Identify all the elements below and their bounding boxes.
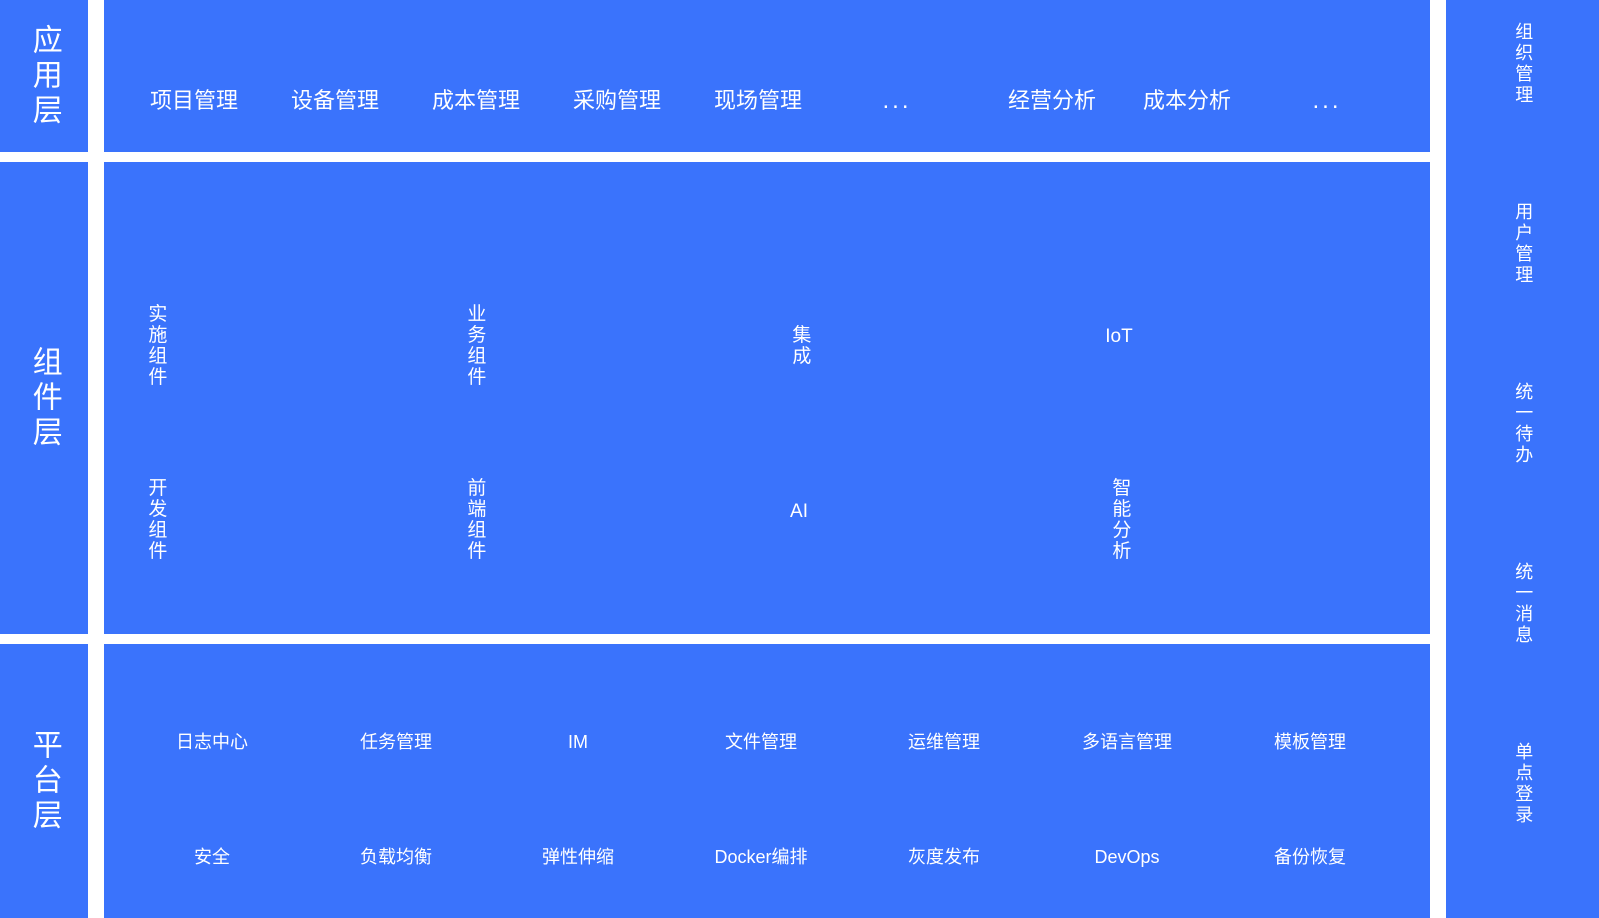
- app-item-现场管理[interactable]: 现场管理: [713, 88, 803, 113]
- service-item-label: 用户管理: [1513, 202, 1534, 286]
- component-item-前端组件[interactable]: 前端组件: [463, 477, 486, 567]
- platform-layer-panel: 日志中心 任务管理 IM 文件管理 运维管理 多语言管理 模板管理安全 负载均衡 弹性伸缩 Doc…: [104, 644, 1430, 918]
- component-item-ai[interactable]: AI: [790, 500, 808, 524]
- cross-cutting-services-list: 组织管理用户管理统一待办统一消息单点登录: [1446, 0, 1599, 918]
- platform-item-模板管理[interactable]: 模板管理: [1274, 732, 1346, 752]
- component-item-label: 集成: [789, 324, 811, 367]
- platform-item-日志中心[interactable]: 日志中心: [176, 732, 248, 752]
- component-layer-items: 实施组件 业务组件 集成 IoT 开发组件 前端组件 AI 智能分析: [104, 162, 1430, 634]
- service-item-label: 统一消息: [1513, 562, 1534, 646]
- component-item-智能分析[interactable]: 智能分析: [1108, 477, 1131, 567]
- app-item-项目管理[interactable]: 项目管理: [149, 88, 239, 113]
- layer-label-platform: 平台层: [0, 644, 88, 918]
- platform-item-备份恢复[interactable]: 备份恢复: [1274, 847, 1346, 867]
- component-item-label: 业务组件: [464, 303, 486, 388]
- component-item-label: 实施组件: [145, 303, 167, 388]
- platform-item-安全[interactable]: 安全: [194, 847, 230, 867]
- app-item-成本分析[interactable]: 成本分析: [1142, 88, 1232, 113]
- platform-item-负载均衡[interactable]: 负载均衡: [360, 847, 432, 867]
- app-item-more-5[interactable]: ...: [882, 87, 912, 114]
- layer-label-application: 应用层: [0, 0, 88, 152]
- service-item-label: 统一待办: [1513, 382, 1534, 466]
- component-item-label: 前端组件: [464, 477, 486, 562]
- component-item-业务组件[interactable]: 业务组件: [463, 303, 486, 393]
- service-item-单点登录[interactable]: 单点登录: [1446, 742, 1599, 826]
- app-item-采购管理[interactable]: 采购管理: [572, 88, 662, 113]
- app-item-成本管理[interactable]: 成本管理: [431, 88, 521, 113]
- platform-item-文件管理[interactable]: 文件管理: [725, 732, 797, 752]
- layer-label-application-text: 应用层: [27, 23, 61, 129]
- component-item-label: AI: [790, 501, 808, 523]
- platform-layer-items: 日志中心 任务管理 IM 文件管理 运维管理 多语言管理 模板管理安全 负载均衡 弹性伸缩 Doc…: [104, 644, 1430, 918]
- service-item-label: 单点登录: [1513, 742, 1534, 826]
- layer-label-component-text: 组件层: [27, 345, 61, 451]
- component-item-label: IoT: [1105, 326, 1133, 348]
- application-layer-items: 项目管理 设备管理 成本管理 采购管理 现场管理... 经营分析 成本分析...: [104, 78, 1430, 124]
- cross-cutting-services-panel: 组织管理用户管理统一待办统一消息单点登录: [1446, 0, 1599, 918]
- platform-item-多语言管理[interactable]: 多语言管理: [1082, 732, 1172, 752]
- platform-item-docker编排[interactable]: Docker编排: [714, 847, 808, 867]
- component-item-label: 开发组件: [145, 477, 167, 562]
- component-item-iot[interactable]: IoT: [1105, 325, 1132, 349]
- service-item-组织管理[interactable]: 组织管理: [1446, 22, 1599, 106]
- platform-item-任务管理[interactable]: 任务管理: [360, 732, 432, 752]
- layer-label-platform-text: 平台层: [27, 728, 61, 834]
- component-layer-panel: 实施组件 业务组件 集成 IoT 开发组件 前端组件 AI 智能分析: [104, 162, 1430, 634]
- platform-item-im[interactable]: IM: [568, 732, 588, 752]
- app-item-设备管理[interactable]: 设备管理: [290, 88, 380, 113]
- component-item-开发组件[interactable]: 开发组件: [144, 477, 167, 567]
- platform-item-弹性伸缩[interactable]: 弹性伸缩: [542, 847, 614, 867]
- service-item-label: 组织管理: [1513, 22, 1534, 106]
- platform-item-运维管理[interactable]: 运维管理: [908, 732, 980, 752]
- service-item-统一消息[interactable]: 统一消息: [1446, 562, 1599, 646]
- platform-item-devops[interactable]: DevOps: [1094, 847, 1160, 867]
- layer-label-component: 组件层: [0, 162, 88, 634]
- app-item-more-8[interactable]: ...: [1312, 87, 1342, 114]
- service-item-统一待办[interactable]: 统一待办: [1446, 382, 1599, 466]
- component-item-实施组件[interactable]: 实施组件: [144, 303, 167, 393]
- component-item-集成[interactable]: 集成: [788, 324, 811, 372]
- component-item-label: 智能分析: [1109, 477, 1131, 562]
- app-item-经营分析[interactable]: 经营分析: [1007, 88, 1097, 113]
- platform-item-灰度发布[interactable]: 灰度发布: [908, 847, 980, 867]
- service-item-用户管理[interactable]: 用户管理: [1446, 202, 1599, 286]
- application-layer-panel: 项目管理 设备管理 成本管理 采购管理 现场管理... 经营分析 成本分析...: [104, 0, 1430, 152]
